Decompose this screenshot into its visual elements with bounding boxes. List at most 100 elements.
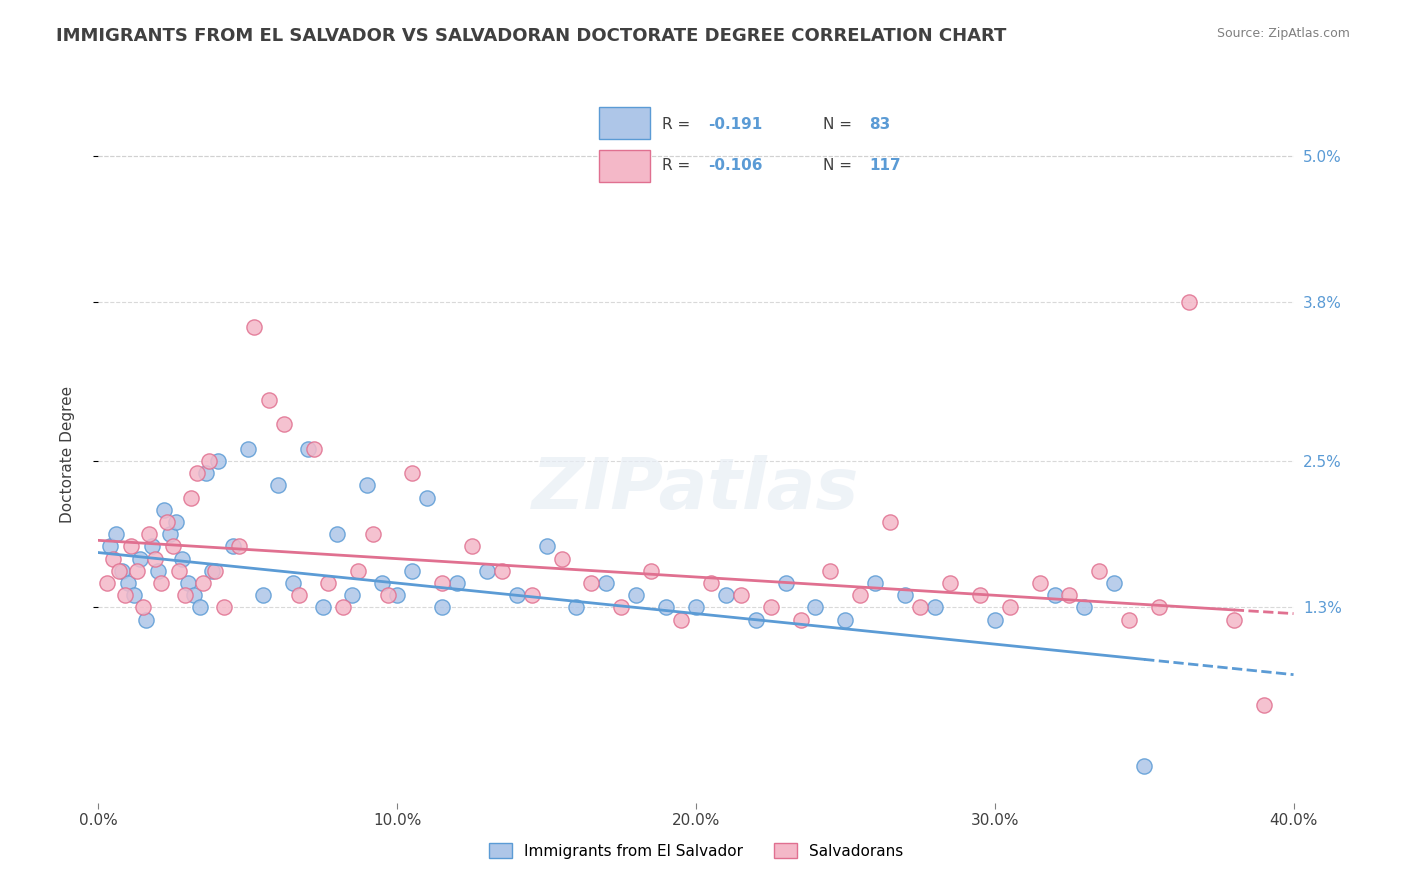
Y-axis label: Doctorate Degree: Doctorate Degree bbox=[60, 386, 75, 524]
Point bbox=[165, 515, 187, 529]
Point bbox=[759, 600, 782, 615]
Point bbox=[430, 576, 453, 591]
Point bbox=[849, 588, 872, 602]
Point bbox=[924, 600, 946, 615]
Point bbox=[565, 600, 588, 615]
Point bbox=[186, 467, 208, 481]
Point bbox=[1253, 698, 1275, 713]
Point bbox=[180, 491, 202, 505]
Point bbox=[998, 600, 1021, 615]
Point bbox=[311, 600, 333, 615]
Point bbox=[581, 576, 603, 591]
Point bbox=[201, 564, 224, 578]
Point bbox=[159, 527, 181, 541]
Point bbox=[685, 600, 707, 615]
Text: -0.106: -0.106 bbox=[709, 159, 763, 173]
Point bbox=[281, 576, 304, 591]
Point bbox=[730, 588, 752, 602]
Point bbox=[183, 588, 205, 602]
Point bbox=[714, 588, 737, 602]
Point bbox=[700, 576, 723, 591]
Point bbox=[610, 600, 633, 615]
Point bbox=[135, 613, 157, 627]
Point bbox=[342, 588, 364, 602]
Point bbox=[162, 540, 184, 554]
Point bbox=[416, 491, 439, 505]
Point bbox=[188, 600, 211, 615]
Point bbox=[908, 600, 931, 615]
Point bbox=[103, 551, 125, 566]
Point bbox=[332, 600, 354, 615]
Text: 117: 117 bbox=[869, 159, 900, 173]
Point bbox=[204, 564, 226, 578]
Point bbox=[865, 576, 887, 591]
Point bbox=[96, 576, 118, 591]
Point bbox=[174, 588, 197, 602]
Point bbox=[669, 613, 692, 627]
Point bbox=[129, 551, 152, 566]
Point bbox=[550, 551, 572, 566]
Point bbox=[595, 576, 617, 591]
Point bbox=[1118, 613, 1140, 627]
Point bbox=[626, 588, 648, 602]
Point bbox=[243, 319, 266, 334]
Point bbox=[150, 576, 173, 591]
Point bbox=[198, 454, 221, 468]
Point bbox=[401, 467, 423, 481]
Point bbox=[536, 540, 558, 554]
Point bbox=[1073, 600, 1095, 615]
Point bbox=[195, 467, 218, 481]
Point bbox=[969, 588, 991, 602]
Point bbox=[302, 442, 325, 456]
Point bbox=[430, 600, 453, 615]
Point bbox=[401, 564, 423, 578]
Point bbox=[1059, 588, 1081, 602]
Text: R =: R = bbox=[662, 118, 696, 132]
Point bbox=[461, 540, 484, 554]
Point bbox=[356, 478, 378, 492]
Point bbox=[506, 588, 529, 602]
Point bbox=[1147, 600, 1170, 615]
Text: N =: N = bbox=[823, 159, 856, 173]
Point bbox=[363, 527, 385, 541]
Text: N =: N = bbox=[823, 118, 856, 132]
FancyBboxPatch shape bbox=[599, 107, 650, 139]
Legend: Immigrants from El Salvador, Salvadorans: Immigrants from El Salvador, Salvadorans bbox=[482, 837, 910, 864]
Point bbox=[207, 454, 229, 468]
Point bbox=[1133, 759, 1156, 773]
Point bbox=[98, 540, 122, 554]
Point bbox=[655, 600, 678, 615]
Point bbox=[191, 576, 214, 591]
Point bbox=[1028, 576, 1050, 591]
Point bbox=[789, 613, 811, 627]
Point bbox=[475, 564, 498, 578]
Point bbox=[132, 600, 155, 615]
Text: 83: 83 bbox=[869, 118, 890, 132]
Point bbox=[105, 527, 128, 541]
Text: IMMIGRANTS FROM EL SALVADOR VS SALVADORAN DOCTORATE DEGREE CORRELATION CHART: IMMIGRANTS FROM EL SALVADOR VS SALVADORA… bbox=[56, 27, 1007, 45]
Point bbox=[111, 564, 134, 578]
FancyBboxPatch shape bbox=[599, 150, 650, 182]
Point bbox=[172, 551, 194, 566]
Point bbox=[117, 576, 139, 591]
Text: -0.191: -0.191 bbox=[709, 118, 763, 132]
Point bbox=[108, 564, 131, 578]
Point bbox=[153, 503, 176, 517]
Point bbox=[148, 564, 170, 578]
Point bbox=[127, 564, 149, 578]
Point bbox=[138, 527, 160, 541]
Point bbox=[114, 588, 136, 602]
Point bbox=[1043, 588, 1066, 602]
Point bbox=[222, 540, 245, 554]
Point bbox=[804, 600, 827, 615]
Point bbox=[177, 576, 200, 591]
Point bbox=[1178, 295, 1201, 310]
Point bbox=[520, 588, 543, 602]
Point bbox=[879, 515, 901, 529]
Point bbox=[252, 588, 274, 602]
Point bbox=[141, 540, 163, 554]
Point bbox=[640, 564, 662, 578]
Point bbox=[984, 613, 1007, 627]
Point bbox=[156, 515, 179, 529]
Point bbox=[385, 588, 409, 602]
